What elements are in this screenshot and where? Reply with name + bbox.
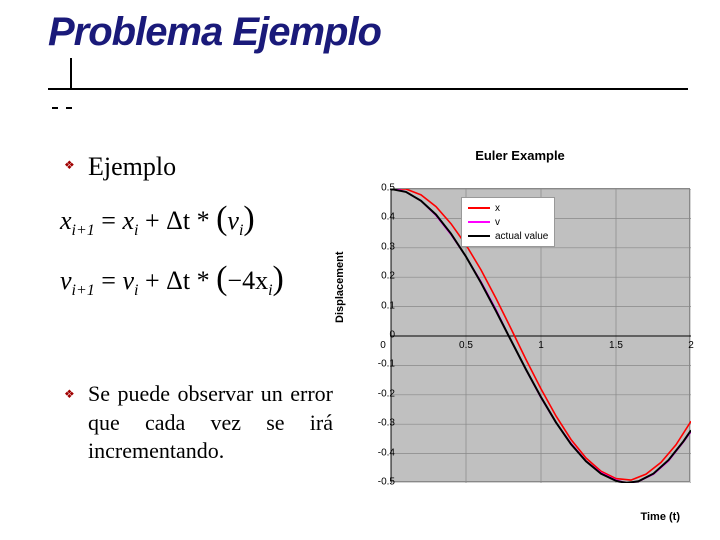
- eq2-lhs-var: v: [60, 266, 72, 295]
- eq1-rparen: ): [243, 200, 254, 237]
- chart-ylabel: Displacement: [334, 251, 346, 323]
- eq1-mid: + Δt *: [145, 206, 216, 235]
- chart-container: Euler Example Displacement Time (t) xvac…: [340, 148, 700, 523]
- eq2-lparen: (: [216, 260, 227, 297]
- xtick-label: 1.5: [609, 340, 623, 351]
- bullet-text-observar: Se puede observar un error que cada vez …: [88, 380, 333, 466]
- legend-label: v: [495, 217, 500, 228]
- legend-swatch: [468, 235, 490, 237]
- chart-plot-area: xvactual value 0.511.520: [390, 188, 690, 482]
- legend-swatch: [468, 221, 490, 223]
- eq2-paren-text: −4x: [227, 266, 268, 295]
- legend-item-actual-value: actual value: [468, 229, 548, 243]
- legend-item-x: x: [468, 201, 548, 215]
- ytick-label: -0.4: [378, 447, 395, 458]
- title-rule-tick: [70, 58, 72, 88]
- eq2-rhs-var: v: [122, 266, 134, 295]
- eq2-rparen: ): [273, 260, 284, 297]
- xtick-label: 2: [688, 340, 694, 351]
- ytick-label: 0.2: [381, 271, 395, 282]
- eq1-equals: =: [101, 206, 122, 235]
- eq2-rhs-sub: i: [134, 282, 138, 299]
- legend-swatch: [468, 207, 490, 209]
- title-rule-gap1: [52, 107, 58, 109]
- xtick-label: 0: [380, 340, 386, 351]
- equations-block: xi+1 = xi + Δt * (vi) vi+1 = vi + Δt * (…: [60, 200, 284, 320]
- legend-item-v: v: [468, 215, 548, 229]
- xtick-label: 1: [538, 340, 544, 351]
- eq1-rhs-var: x: [122, 206, 134, 235]
- legend-label: actual value: [495, 231, 548, 242]
- xtick-label: 0.5: [459, 340, 473, 351]
- eq1-paren-var: v: [227, 206, 239, 235]
- ytick-label: -0.3: [378, 418, 395, 429]
- title-rule-gap2: [66, 107, 72, 109]
- chart-legend: xv actual value: [461, 197, 555, 247]
- chart-xlabel: Time (t): [640, 511, 680, 523]
- eq2-mid: + Δt *: [145, 266, 216, 295]
- ytick-label: -0.2: [378, 388, 395, 399]
- ytick-label: -0.5: [378, 477, 395, 488]
- ytick-label: 0.3: [381, 241, 395, 252]
- legend-label: x: [495, 203, 500, 214]
- eq2-equals: =: [101, 266, 122, 295]
- ytick-label: 0.4: [381, 212, 395, 223]
- eq1-rhs-sub: i: [134, 222, 138, 239]
- bullet-marker: ❖: [64, 387, 75, 402]
- eq1-lhs-var: x: [60, 206, 72, 235]
- eq1-lparen: (: [216, 200, 227, 237]
- bullet-text-ejemplo: Ejemplo: [88, 152, 176, 182]
- chart-title: Euler Example: [340, 148, 700, 163]
- bullet-marker: ❖: [64, 158, 75, 173]
- ytick-label: 0.5: [381, 183, 395, 194]
- eq2-lhs-sub: i+1: [72, 282, 95, 299]
- equation-2: vi+1 = vi + Δt * (−4xi): [60, 260, 284, 300]
- slide-title: Problema Ejemplo: [48, 10, 381, 55]
- ytick-label: 0.1: [381, 300, 395, 311]
- eq1-lhs-sub: i+1: [72, 222, 95, 239]
- equation-1: xi+1 = xi + Δt * (vi): [60, 200, 284, 240]
- ytick-label: -0.1: [378, 359, 395, 370]
- title-rule: [48, 88, 688, 90]
- ytick-label: 0: [389, 330, 395, 341]
